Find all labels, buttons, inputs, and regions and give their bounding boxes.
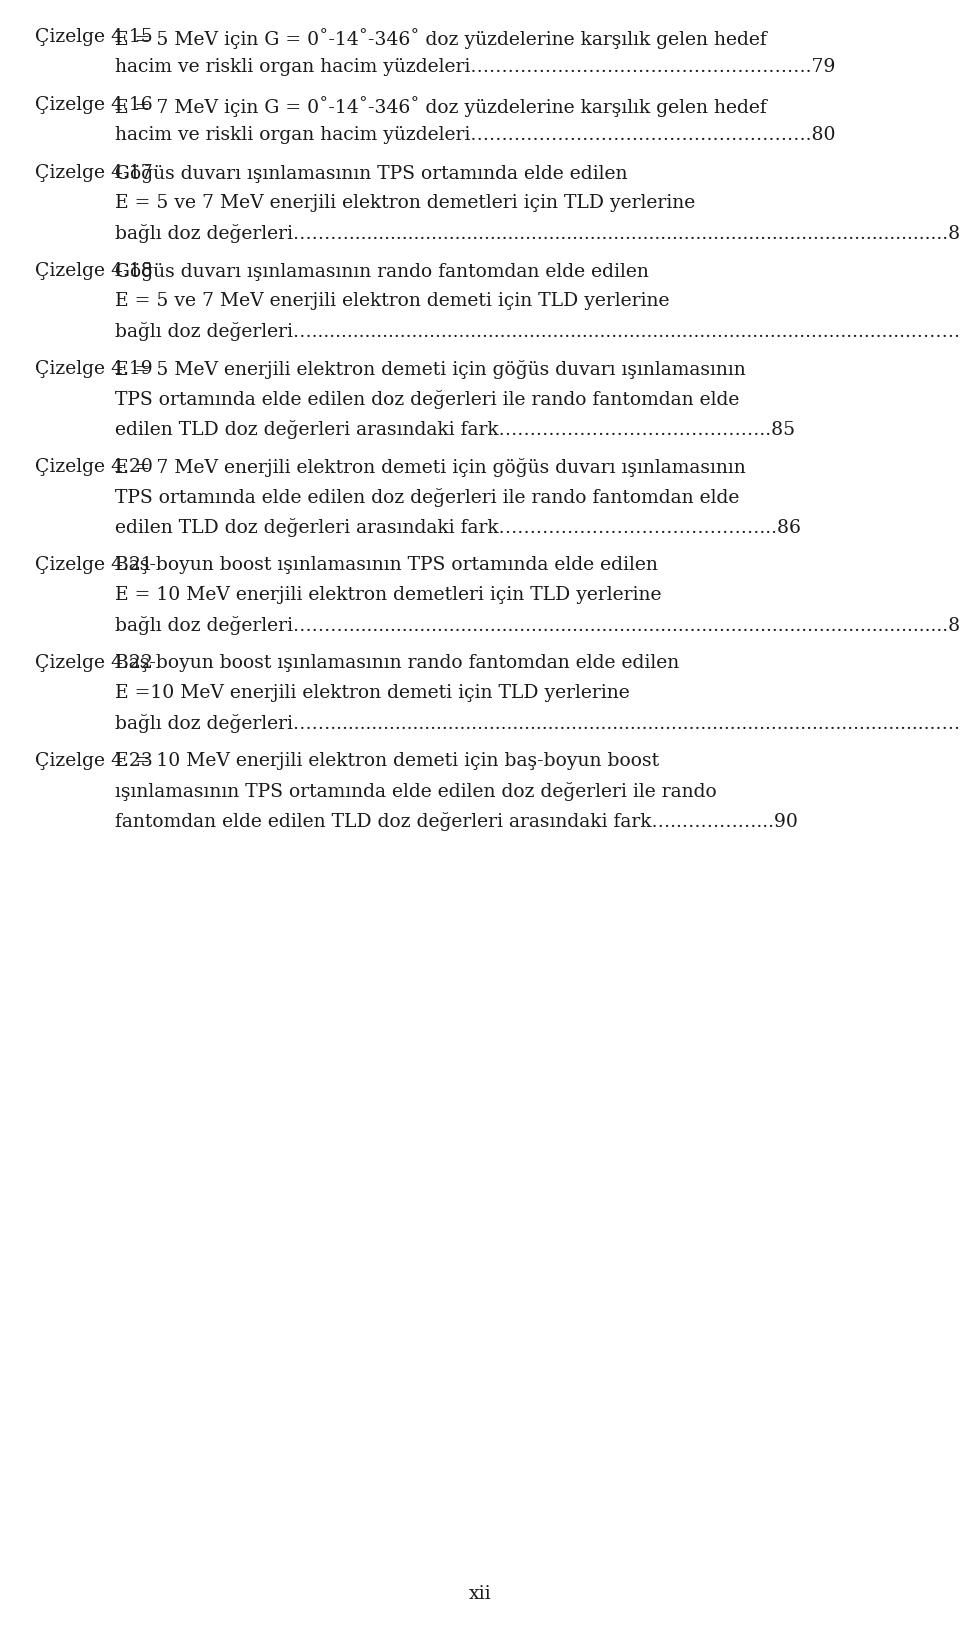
Text: edilen TLD doz değerleri arasındaki fark……………………………………..85: edilen TLD doz değerleri arasındaki fark… <box>115 419 795 439</box>
Text: E =10 MeV enerjili elektron demeti için TLD yerlerine: E =10 MeV enerjili elektron demeti için … <box>115 684 630 702</box>
Text: E = 5 ve 7 MeV enerjili elektron demeti için TLD yerlerine: E = 5 ve 7 MeV enerjili elektron demeti … <box>115 292 669 310</box>
Text: E = 5 MeV için G = 0˚-14˚-346˚ doz yüzdelerine karşılık gelen hedef: E = 5 MeV için G = 0˚-14˚-346˚ doz yüzde… <box>115 28 767 49</box>
Text: bağlı doz değerleri………..........................................................: bağlı doz değerleri………..................… <box>115 616 960 635</box>
Text: E = 10 MeV enerjili elektron demetleri için TLD yerlerine: E = 10 MeV enerjili elektron demetleri i… <box>115 587 661 604</box>
Text: Çizelge 4.20: Çizelge 4.20 <box>35 458 153 476</box>
Text: Çizelge 4.16: Çizelge 4.16 <box>35 96 153 114</box>
Text: xii: xii <box>468 1584 492 1602</box>
Text: ışınlamasının TPS ortamında elde edilen doz değerleri ile rando: ışınlamasının TPS ortamında elde edilen … <box>115 782 717 801</box>
Text: TPS ortamında elde edilen doz değerleri ile rando fantomdan elde: TPS ortamında elde edilen doz değerleri … <box>115 488 739 507</box>
Text: hacim ve riskli organ hacim yüzdeleri……………………………………………….80: hacim ve riskli organ hacim yüzdeleri………… <box>115 127 835 145</box>
Text: E = 7 MeV için G = 0˚-14˚-346˚ doz yüzdelerine karşılık gelen hedef: E = 7 MeV için G = 0˚-14˚-346˚ doz yüzde… <box>115 96 767 117</box>
Text: bağlı doz değerleri…............................................................: bağlı doz değerleri…....................… <box>115 322 960 341</box>
Text: Çizelge 4.17: Çizelge 4.17 <box>35 164 153 182</box>
Text: E = 5 MeV enerjili elektron demeti için göğüs duvarı ışınlamasının: E = 5 MeV enerjili elektron demeti için … <box>115 361 746 379</box>
Text: Çizelge 4.19: Çizelge 4.19 <box>35 361 153 379</box>
Text: E = 10 MeV enerjili elektron demeti için baş-boyun boost: E = 10 MeV enerjili elektron demeti için… <box>115 752 660 770</box>
Text: edilen TLD doz değerleri arasındaki fark……………………………………...86: edilen TLD doz değerleri arasındaki fark… <box>115 518 801 536</box>
Text: fantomdan elde edilen TLD doz değerleri arasındaki fark…..…………...90: fantomdan elde edilen TLD doz değerleri … <box>115 812 798 830</box>
Text: Baş-boyun boost ışınlamasının rando fantomdan elde edilen: Baş-boyun boost ışınlamasının rando fant… <box>115 653 680 673</box>
Text: E = 5 ve 7 MeV enerjili elektron demetleri için TLD yerlerine: E = 5 ve 7 MeV enerjili elektron demetle… <box>115 193 695 211</box>
Text: bağlı doz değerleri……...........................................................: bağlı doz değerleri……...................… <box>115 713 960 733</box>
Text: Çizelge 4.21: Çizelge 4.21 <box>35 556 153 574</box>
Text: Göğüs duvarı ışınlamasının TPS ortamında elde edilen: Göğüs duvarı ışınlamasının TPS ortamında… <box>115 164 628 184</box>
Text: Baş-boyun boost ışınlamasının TPS ortamında elde edilen: Baş-boyun boost ışınlamasının TPS ortamı… <box>115 556 658 574</box>
Text: bağlı doz değerleri………..........................................................: bağlı doz değerleri………..................… <box>115 224 960 244</box>
Text: Çizelge 4.15: Çizelge 4.15 <box>35 28 153 46</box>
Text: Çizelge 4.23: Çizelge 4.23 <box>35 752 153 770</box>
Text: TPS ortamında elde edilen doz değerleri ile rando fantomdan elde: TPS ortamında elde edilen doz değerleri … <box>115 390 739 410</box>
Text: hacim ve riskli organ hacim yüzdeleri……………………………………………….79: hacim ve riskli organ hacim yüzdeleri………… <box>115 58 835 76</box>
Text: Göğüs duvarı ışınlamasının rando fantomdan elde edilen: Göğüs duvarı ışınlamasının rando fantomd… <box>115 262 649 281</box>
Text: E = 7 MeV enerjili elektron demeti için göğüs duvarı ışınlamasının: E = 7 MeV enerjili elektron demeti için … <box>115 458 746 478</box>
Text: Çizelge 4.18: Çizelge 4.18 <box>35 262 153 280</box>
Text: Çizelge 4.22: Çizelge 4.22 <box>35 653 153 673</box>
